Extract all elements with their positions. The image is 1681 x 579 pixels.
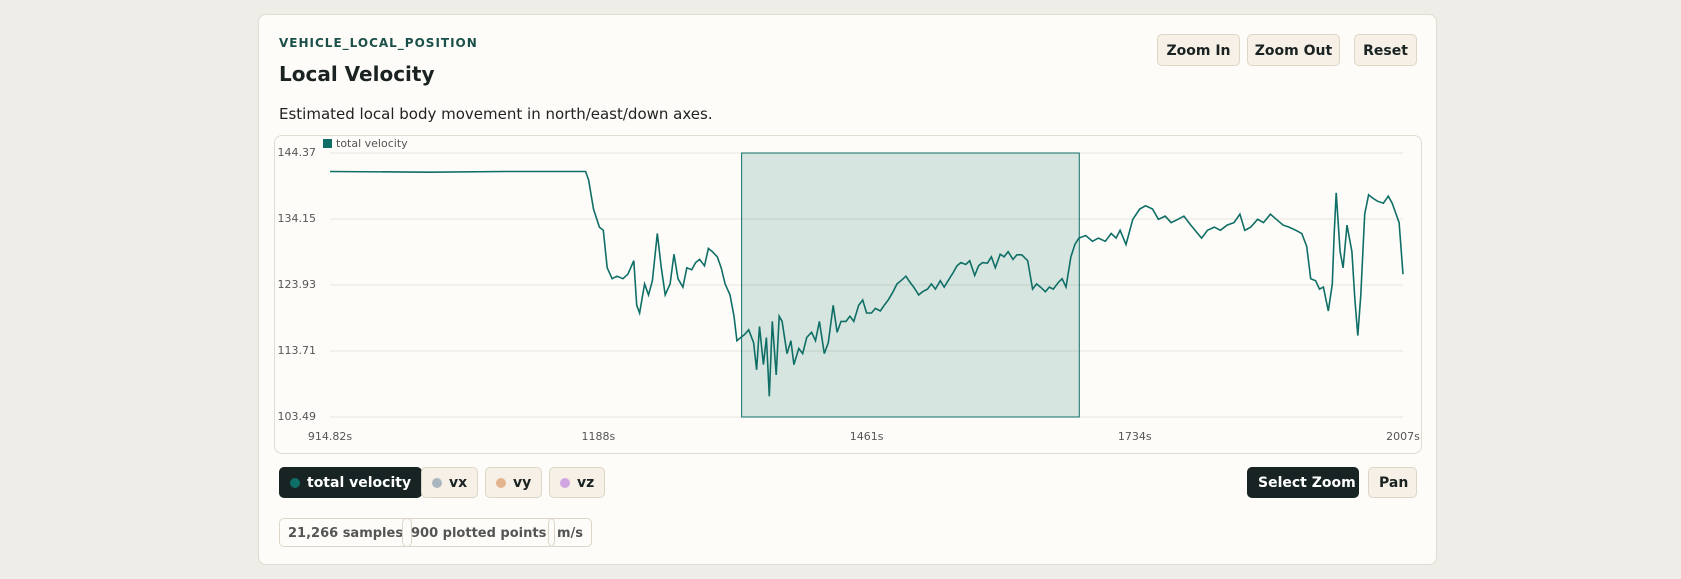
- pan-button[interactable]: Pan: [1368, 467, 1417, 498]
- y-tick-label: 113.71: [278, 344, 317, 357]
- stat-chip-label: 900 plotted points: [411, 526, 547, 541]
- y-tick-label: 134.15: [278, 212, 317, 225]
- card: VEHICLE_LOCAL_POSITION Local Velocity Es…: [258, 14, 1437, 565]
- zoom-in-button[interactable]: Zoom In: [1157, 34, 1240, 66]
- series-toggle[interactable]: vy: [485, 467, 543, 498]
- stat-chip-label: 21,266 samples: [288, 526, 404, 541]
- stat-chip: 900 plotted points: [402, 518, 556, 547]
- y-tick-label: 144.37: [278, 146, 317, 159]
- series-toggle[interactable]: total velocity: [279, 467, 423, 498]
- description: Estimated local body movement in north/e…: [279, 105, 713, 123]
- legend-label: total velocity: [336, 137, 408, 150]
- series-toggle-label: vy: [513, 475, 532, 491]
- zoom-out-button[interactable]: Zoom Out: [1247, 34, 1340, 66]
- stat-chip-label: m/s: [557, 526, 584, 541]
- toggle-dot: [496, 478, 506, 488]
- toggle-dot: [432, 478, 442, 488]
- y-tick-label: 123.93: [278, 278, 317, 291]
- chart: 103.49 113.71 123.93 134.15 144.37 914.82s 118…: [278, 137, 1421, 443]
- title: Local Velocity: [279, 62, 435, 86]
- series-toggle-label: vx: [449, 475, 468, 491]
- topic: VEHICLE_LOCAL_POSITION: [279, 36, 478, 50]
- series-toggle[interactable]: vx: [421, 467, 479, 498]
- y-tick-label: 103.49: [278, 410, 317, 423]
- x-tick-label: 914.82s: [308, 430, 352, 443]
- chart-box: 103.49 113.71 123.93 134.15 144.37 914.82s 118…: [274, 135, 1422, 454]
- x-tick-label: 1188s: [582, 430, 616, 443]
- stat-chip: 21,266 samples: [279, 518, 413, 547]
- stat-chip: m/s: [548, 518, 593, 547]
- select-zoom-button[interactable]: Select Zoom: [1247, 467, 1359, 498]
- line: [329, 170, 1404, 397]
- series-toggle[interactable]: vz: [549, 467, 606, 498]
- toggle-dot: [290, 478, 300, 488]
- selection: [741, 152, 1080, 418]
- x-tick-label: 1734s: [1118, 430, 1152, 443]
- reset-button[interactable]: Reset: [1354, 34, 1417, 66]
- x-tick-label: 1461s: [850, 430, 884, 443]
- legend-swatch: [323, 139, 332, 148]
- series-toggle-label: vz: [577, 475, 595, 491]
- toggle-dot: [560, 478, 570, 488]
- series-toggle-label: total velocity: [307, 475, 412, 491]
- x-tick-label: 2007s: [1386, 430, 1420, 443]
